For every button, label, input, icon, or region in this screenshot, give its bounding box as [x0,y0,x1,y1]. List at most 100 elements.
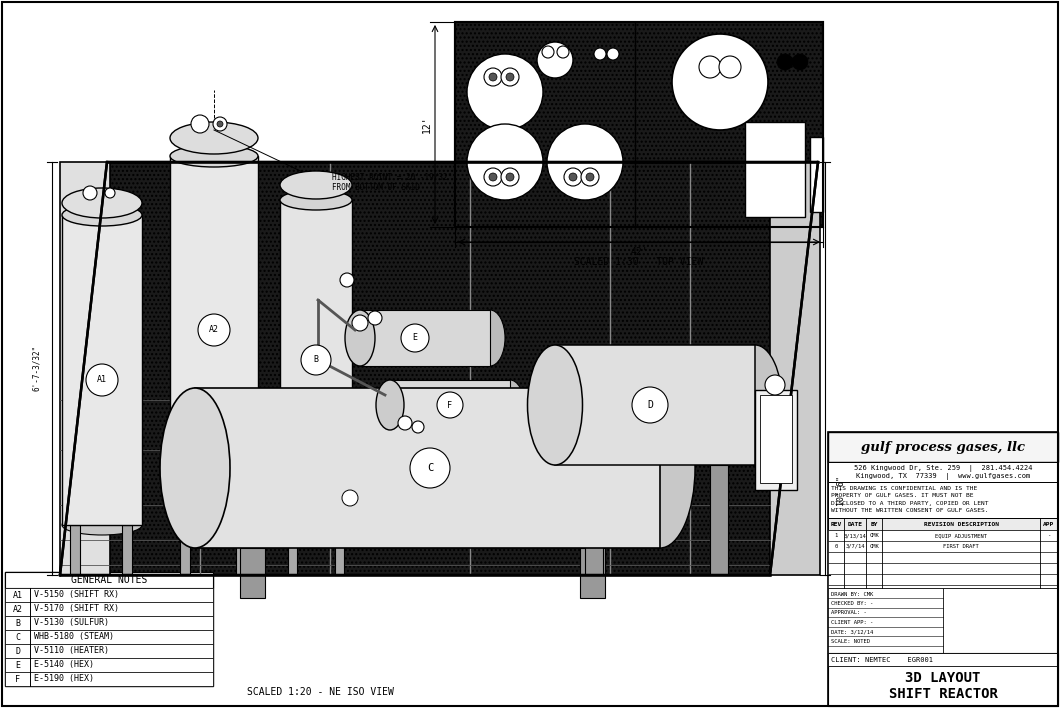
Circle shape [217,121,223,127]
Text: FIRST DRAFT: FIRST DRAFT [943,544,978,549]
Circle shape [198,314,230,346]
Bar [770,162,820,575]
Text: APP: APP [1043,522,1055,527]
Circle shape [412,421,424,433]
Circle shape [542,46,554,58]
Text: 3/13/14: 3/13/14 [844,533,866,538]
Ellipse shape [475,310,505,366]
Circle shape [501,68,519,86]
Ellipse shape [170,145,258,167]
Text: E: E [412,333,418,343]
Circle shape [792,54,808,70]
Circle shape [632,387,668,423]
Bar [943,588,1058,653]
Bar [828,518,1058,588]
Circle shape [484,168,502,186]
Circle shape [342,490,358,506]
Text: F: F [15,675,20,683]
Circle shape [581,168,599,186]
Text: Kingwood, TX  77339  |  www.gulfgases.com: Kingwood, TX 77339 | www.gulfgases.com [855,472,1030,479]
Text: A1: A1 [13,590,22,600]
Text: 526 Kingwood Dr, Ste. 259  |  281.454.4224: 526 Kingwood Dr, Ste. 259 | 281.454.4224 [853,465,1032,472]
Circle shape [672,34,768,130]
Bar [236,505,246,575]
Bar [828,462,1058,482]
Circle shape [437,392,463,418]
Text: E-5140 (HEX): E-5140 (HEX) [34,661,94,670]
Bar [5,658,213,672]
Bar [5,644,213,658]
Circle shape [489,73,497,81]
Bar [335,500,344,575]
Circle shape [191,115,209,133]
Text: 6'-7-3/32": 6'-7-3/32" [32,345,40,391]
Text: gulf process gases, llc: gulf process gases, llc [861,440,1025,454]
Text: A2: A2 [13,605,22,614]
Bar [810,137,823,212]
Circle shape [352,315,368,331]
Bar [828,588,943,653]
Circle shape [105,188,114,198]
Text: DATE: 3/12/14: DATE: 3/12/14 [831,629,873,634]
Text: WITHOUT THE WRITTEN CONSENT OF GULF GASES.: WITHOUT THE WRITTEN CONSENT OF GULF GASE… [831,508,989,513]
Bar [5,602,213,616]
Text: E-5190 (HEX): E-5190 (HEX) [34,675,94,683]
Bar [455,22,823,227]
Circle shape [699,56,721,78]
Ellipse shape [61,188,142,218]
Bar [828,574,1058,585]
Text: C: C [15,632,20,641]
Bar [288,500,297,575]
Bar [5,572,213,588]
Text: HIGHEST POINT = 20'-19/32"
FROM BOTTOM OF SKID: HIGHEST POINT = 20'-19/32" FROM BOTTOM O… [332,172,453,192]
Bar [828,563,1058,574]
Ellipse shape [528,345,583,465]
Bar [170,156,258,505]
Ellipse shape [160,388,230,548]
Ellipse shape [170,495,258,515]
Text: V-5150 (SHIFT RX): V-5150 (SHIFT RX) [34,590,119,600]
Circle shape [506,173,514,181]
Text: SCALED 1:20 - NE ISO VIEW: SCALED 1:20 - NE ISO VIEW [247,687,393,697]
Bar [280,200,352,500]
Bar [195,388,660,548]
Ellipse shape [280,491,352,509]
Text: -: - [1047,533,1050,538]
Circle shape [594,48,606,60]
Bar [760,395,792,483]
Text: DATE: DATE [848,522,863,527]
Bar [240,548,265,598]
Text: GENERAL NOTES: GENERAL NOTES [71,575,147,585]
Bar [360,310,490,366]
Ellipse shape [496,380,524,430]
Text: A2: A2 [209,326,219,334]
Bar [5,630,213,644]
Bar [180,505,190,575]
Circle shape [506,73,514,81]
Polygon shape [60,162,818,575]
Text: CMK: CMK [869,544,879,549]
Bar [828,585,1058,596]
Bar [828,552,1058,563]
Circle shape [301,345,331,375]
Bar [828,432,1058,706]
Bar [5,616,213,630]
Text: 3D LAYOUT: 3D LAYOUT [905,671,981,685]
Circle shape [586,173,594,181]
Text: V-5110 (HEATER): V-5110 (HEATER) [34,646,109,656]
Ellipse shape [344,310,375,366]
Text: C: C [427,463,434,473]
Text: 0: 0 [834,544,837,549]
Text: D: D [15,646,20,656]
Circle shape [777,54,793,70]
Text: EQUIP ADJUSTMENT: EQUIP ADJUSTMENT [935,533,987,538]
Bar [585,465,603,575]
Text: 12': 12' [422,115,432,133]
Text: BY: BY [870,522,878,527]
Bar [61,215,142,525]
Bar [828,588,1058,653]
Bar [710,465,728,575]
Bar [5,572,213,686]
Circle shape [569,173,577,181]
Text: SCALE: NOTED: SCALE: NOTED [831,639,870,644]
